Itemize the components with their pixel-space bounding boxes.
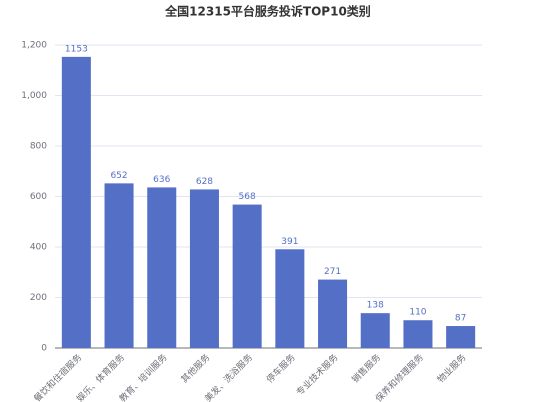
bar: [104, 183, 134, 348]
data-label: 568: [239, 192, 256, 202]
x-tick-label: 其他服务: [178, 351, 212, 385]
y-tick-label: 200: [30, 293, 47, 303]
data-label: 138: [367, 301, 384, 311]
x-tick-label: 物业服务: [435, 351, 469, 385]
bar: [446, 326, 476, 348]
bar: [232, 204, 262, 348]
x-tick-label: 销售服务: [349, 351, 383, 385]
bar: [189, 189, 219, 348]
bar: [403, 320, 433, 348]
x-tick-label: 专业技术服务: [294, 351, 341, 398]
y-tick-label: 600: [30, 192, 47, 202]
data-label: 87: [455, 314, 466, 324]
y-tick-label: 800: [30, 142, 47, 152]
x-tick-label: 餐饮和住宿服务: [31, 351, 84, 402]
data-label: 391: [281, 237, 298, 247]
y-tick-label: 0: [41, 344, 47, 354]
bar: [275, 249, 305, 348]
chart-title: 全国12315平台服务投诉TOP10类别: [164, 4, 371, 19]
bar: [61, 56, 91, 349]
data-label: 652: [110, 171, 127, 181]
bar: [147, 187, 177, 348]
data-label: 628: [196, 177, 213, 187]
y-tick-label: 1,000: [21, 91, 47, 101]
x-tick-label: 停车服务: [264, 351, 298, 385]
data-label: 110: [409, 308, 426, 318]
data-label: 1153: [65, 44, 88, 54]
y-tick-label: 1,200: [21, 41, 47, 51]
bar: [318, 279, 348, 348]
y-tick-label: 400: [30, 243, 47, 253]
bar: [360, 313, 390, 348]
data-label: 271: [324, 267, 341, 277]
data-label: 636: [153, 175, 170, 185]
